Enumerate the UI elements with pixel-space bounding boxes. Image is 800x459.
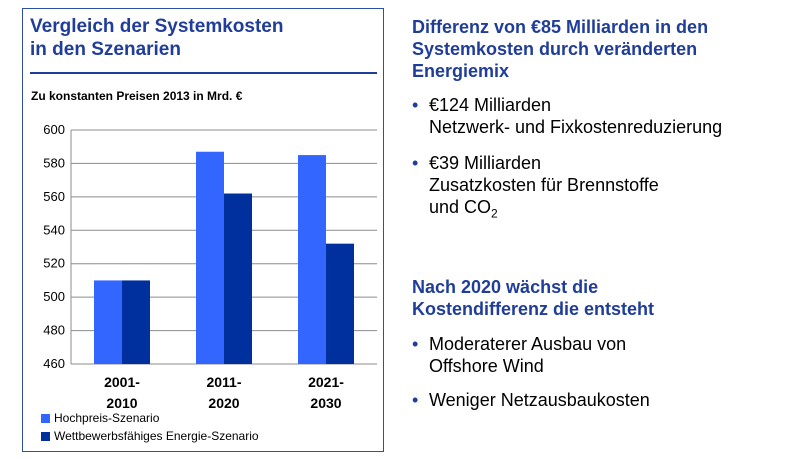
y-tick-label-520: 520 [43, 256, 65, 271]
y-tick-label-580: 580 [43, 155, 65, 170]
headline-differenz: Differenz von €85 Milliarden in den Syst… [412, 16, 797, 82]
y-tick-label-460: 460 [43, 356, 65, 371]
bullet-dot: • [412, 333, 419, 354]
bullet-netzwerk-line-1: €124 Milliarden [429, 95, 552, 115]
x-tick-label-2001-2010-line-2: 2010 [106, 395, 137, 411]
bullet-dot: • [412, 389, 419, 410]
x-tick-label-2011-2020-line-2: 2020 [208, 395, 239, 411]
chart-panel: Vergleich der Systemkosten in den Szenar… [22, 8, 384, 452]
legend-label-wettbewerb: Wettbewerbsfähiges Energie-Szenario [54, 429, 259, 443]
x-tick-label-2021-2030-line-1: 2021- [308, 374, 344, 390]
bullet-netzwerk: • €124 Milliarden Netzwerk- und Fixkoste… [412, 94, 797, 138]
legend-item-hochpreis: Hochpreis-Szenario [41, 409, 259, 427]
chart-title: Vergleich der Systemkosten in den Szenar… [30, 15, 370, 61]
x-tick-label-2011-2020-line-1: 2011- [206, 374, 241, 390]
bullet-zusatzkosten: • €39 Milliarden Zusatzkosten für Brenns… [412, 152, 797, 225]
headline-nach-2020-line-2: Kostendifferenz die entsteht [412, 298, 655, 319]
bar-2001-2010-series-1 [94, 280, 122, 364]
bullet-netzausbau-text: Weniger Netzausbaukosten [429, 389, 650, 410]
x-tick-label-2021-2030-line-2: 2030 [310, 395, 341, 411]
headline-nach-2020: Nach 2020 wächst die Kostendifferenz die… [412, 276, 797, 320]
legend-item-wettbewerb: Wettbewerbsfähiges Energie-Szenario [41, 427, 259, 445]
headline-differenz-line-3: Energiemix [412, 61, 510, 81]
y-tick-label-480: 480 [43, 323, 65, 338]
bullet-zusatzkosten-line-1: €39 Milliarden [429, 153, 542, 173]
bullet-zusatzkosten-line-2: Zusatzkosten für Brennstoffe [429, 175, 659, 195]
y-tick-label-560: 560 [43, 189, 65, 204]
bar-2011-2020-series-2 [224, 193, 252, 364]
y-tick-label-500: 500 [43, 289, 65, 304]
x-tick-label-2001-2010-line-1: 2001- [104, 374, 140, 390]
bullet-dot: • [412, 153, 419, 173]
bullet-offshore-line-2: Offshore Wind [429, 355, 544, 376]
bar-2021-2030-series-2 [326, 243, 354, 364]
bullet-offshore: • Moderaterer Ausbau von Offshore Wind [412, 333, 797, 377]
bullet-dot: • [412, 95, 419, 115]
title-divider [30, 72, 377, 74]
headline-differenz-line-2: Systemkosten durch veränderten [412, 39, 698, 59]
headline-differenz-line-1: Differenz von €85 Milliarden in den [412, 17, 709, 37]
headline-nach-2020-line-1: Nach 2020 wächst die [412, 276, 599, 297]
legend-swatch-hochpreis [41, 413, 50, 423]
legend-label-hochpreis: Hochpreis-Szenario [54, 411, 160, 425]
y-tick-label-540: 540 [43, 222, 65, 237]
bullet-netzausbau: • Weniger Netzausbaukosten [412, 389, 797, 411]
legend-swatch-wettbewerb [41, 431, 50, 441]
bar-2021-2030-series-1 [298, 155, 326, 364]
co2-subscript: 2 [491, 206, 498, 221]
bullet-netzwerk-line-2: Netzwerk- und Fixkostenreduzierung [429, 117, 723, 137]
legend: Hochpreis-Szenario Wettbewerbsfähiges En… [41, 409, 259, 445]
chart-title-line-1: Vergleich der Systemkosten [30, 16, 284, 37]
bullet-offshore-line-1: Moderaterer Ausbau von [429, 333, 627, 354]
key-findings: Differenz von €85 Milliarden in den Syst… [412, 16, 797, 411]
bar-2011-2020-series-1 [196, 151, 224, 364]
chart-title-line-2: in den Szenarien [30, 39, 181, 60]
bar-2001-2010-series-2 [122, 280, 150, 364]
chart-subtitle: Zu konstanten Preisen 2013 in Mrd. € [31, 89, 243, 103]
bullet-zusatzkosten-line-3: und CO [429, 197, 492, 217]
y-tick-label-600: 600 [43, 122, 65, 137]
bar-chart: 460 480 500 520 540 560 580 600 2001- 2010 2011- 20… [43, 122, 377, 411]
